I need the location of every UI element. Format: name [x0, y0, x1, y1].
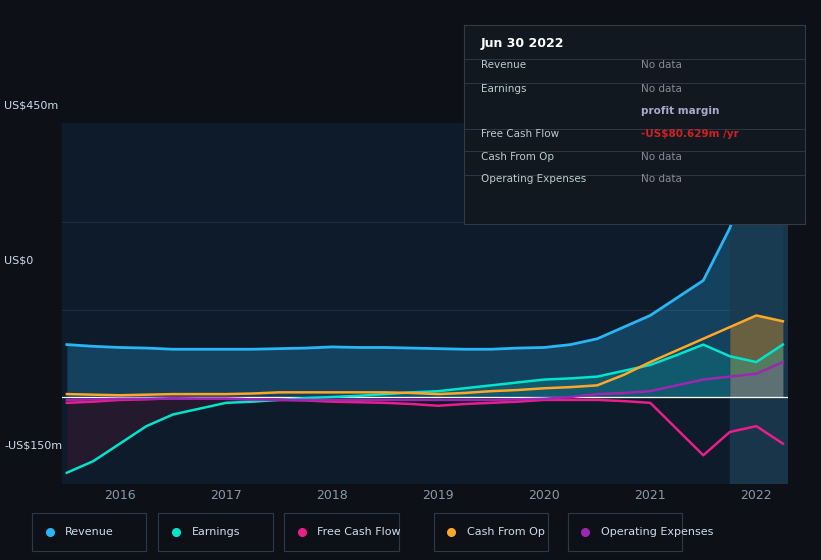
Text: Cash From Op: Cash From Op	[467, 527, 545, 537]
Text: No data: No data	[641, 60, 682, 70]
Text: No data: No data	[641, 174, 682, 184]
Text: Operating Expenses: Operating Expenses	[481, 174, 586, 184]
Text: -US$150m: -US$150m	[4, 441, 62, 451]
Bar	[730, 123, 793, 484]
Text: -US$80.629m /yr: -US$80.629m /yr	[641, 129, 739, 138]
Text: No data: No data	[641, 152, 682, 162]
Text: Jun 30 2022: Jun 30 2022	[481, 36, 564, 50]
Text: Earnings: Earnings	[191, 527, 240, 537]
Text: Revenue: Revenue	[66, 527, 114, 537]
Text: No data: No data	[641, 84, 682, 94]
Text: Revenue: Revenue	[481, 60, 526, 70]
Text: profit margin: profit margin	[641, 106, 719, 116]
Text: US$450m: US$450m	[4, 101, 58, 111]
Text: Earnings: Earnings	[481, 84, 526, 94]
Text: Free Cash Flow: Free Cash Flow	[481, 129, 559, 138]
Text: Operating Expenses: Operating Expenses	[601, 527, 713, 537]
Text: Free Cash Flow: Free Cash Flow	[318, 527, 401, 537]
Text: Cash From Op: Cash From Op	[481, 152, 554, 162]
Text: US$0: US$0	[4, 255, 34, 265]
